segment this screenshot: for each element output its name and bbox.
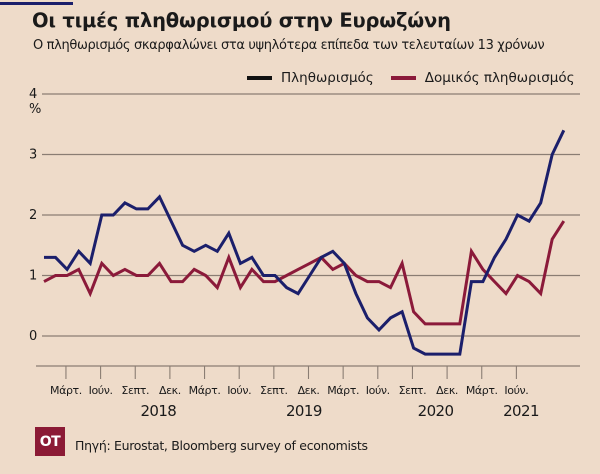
- x-axis-years: 2018 2019 2020 2021: [140, 402, 539, 420]
- x-year-label: 2020: [418, 402, 454, 420]
- series-line-inflation: [44, 129, 566, 356]
- y-tick-label: 0: [29, 329, 37, 344]
- chart-subtitle: Ο πληθωρισμός σκαρφαλώνει στα υψηλότερα …: [33, 38, 545, 53]
- y-axis-unit: %: [29, 102, 41, 117]
- source-note: Πηγή: Eurostat, Bloomberg survey of econ…: [75, 438, 368, 453]
- x-tick-label: Σεπτ.: [121, 384, 149, 397]
- x-tick-label: Ιούν.: [366, 384, 390, 397]
- series-line-core-inflation: [43, 220, 566, 326]
- x-tick-label: Μάρτ.: [50, 384, 82, 397]
- legend-label-inflation: Πληθωρισμός: [281, 70, 374, 86]
- legend-swatch-inflation: [247, 76, 272, 80]
- y-tick-label: 2: [29, 208, 37, 223]
- y-tick-label: 3: [29, 148, 37, 163]
- x-year-label: 2021: [503, 402, 539, 420]
- x-tick-label: Σεπτ.: [399, 384, 427, 397]
- ot-logo: ΟΤ: [35, 427, 65, 456]
- x-tick-label: Μάρτ.: [189, 384, 221, 397]
- legend-item-inflation: Πληθωρισμός: [247, 70, 374, 86]
- x-tick-label: Δεκ.: [159, 384, 181, 397]
- grid-lines: [42, 93, 580, 337]
- x-year-label: 2018: [140, 402, 176, 420]
- series-lines: [43, 129, 566, 356]
- x-tick-label: Μάρτ.: [327, 384, 359, 397]
- x-tick-label: Ιούν.: [89, 384, 113, 397]
- legend-swatch-core-inflation: [390, 76, 416, 80]
- x-year-label: 2019: [286, 402, 322, 420]
- legend-label-core-inflation: Δομικός πληθωρισμός: [424, 70, 575, 86]
- x-axis-ticks: Μάρτ. Ιούν. Σεπτ. Δεκ. Μάρτ. Ιούν. Σεπτ. Δεκ. Μά…: [50, 366, 529, 397]
- legend: Πληθωρισμός Δομικός πληθωρισμός: [247, 70, 592, 86]
- x-tick-label: Ιούν.: [504, 384, 528, 397]
- x-tick-label: Ιούν.: [227, 384, 251, 397]
- x-tick-label: Μάρτ.: [466, 384, 498, 397]
- y-tick-label: 1: [29, 269, 37, 284]
- chart-title: Οι τιμές πληθωρισμού στην Ευρωζώνη: [32, 9, 451, 32]
- top-accent-bar: [0, 2, 73, 5]
- x-tick-label: Σεπτ.: [260, 384, 288, 397]
- x-tick-label: Δεκ.: [436, 384, 458, 397]
- x-tick-label: Δεκ.: [298, 384, 320, 397]
- legend-item-core-inflation: Δομικός πληθωρισμός: [390, 70, 575, 86]
- y-axis-labels: 0 1 2 3 4: [29, 87, 37, 344]
- y-tick-label: 4: [29, 87, 37, 102]
